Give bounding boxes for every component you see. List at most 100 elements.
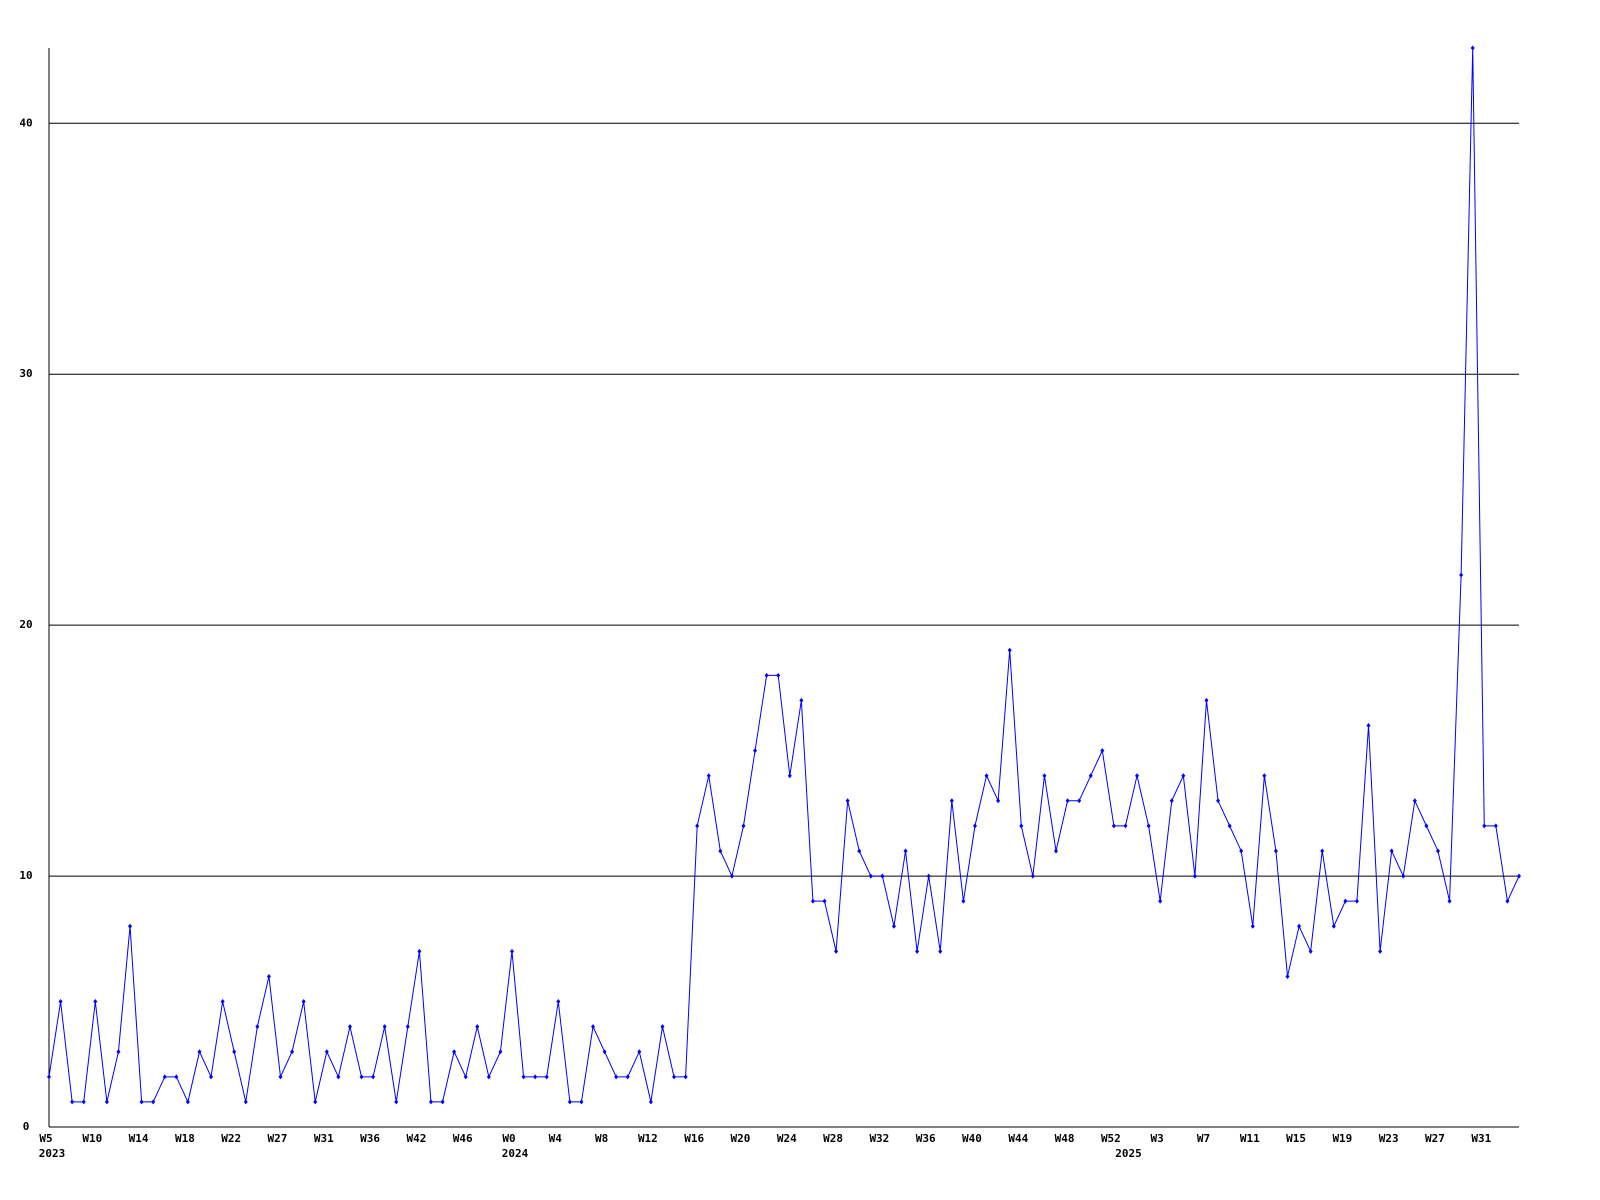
data-point [509, 948, 514, 954]
data-point [1204, 697, 1209, 703]
data-point [648, 1099, 653, 1105]
data-point [452, 1049, 457, 1055]
data-point [1459, 572, 1464, 578]
x-tick-label: W0 [502, 1132, 515, 1145]
data-point [185, 1099, 190, 1105]
data-point [209, 1074, 214, 1080]
data-point [1378, 948, 1383, 954]
x-tick-label: W48 [1055, 1132, 1075, 1145]
x-tick-label: W3 [1151, 1132, 1164, 1145]
data-point [891, 923, 896, 929]
data-point [938, 948, 943, 954]
data-point [278, 1074, 283, 1080]
data-point [1111, 823, 1116, 829]
data-point [915, 948, 920, 954]
x-tick-label: W27 [1425, 1132, 1445, 1145]
data-point [405, 1024, 410, 1030]
data-point [972, 823, 977, 829]
data-point [394, 1099, 399, 1105]
x-tick-label: W36 [916, 1132, 936, 1145]
data-point [1239, 848, 1244, 854]
x-tick-label: W8 [595, 1132, 608, 1145]
data-point [255, 1024, 260, 1030]
data-point [498, 1049, 503, 1055]
data-point [764, 672, 769, 678]
data-point [336, 1074, 341, 1080]
data-point [174, 1074, 179, 1080]
x-tick-label: W11 [1240, 1132, 1260, 1145]
data-point [1482, 823, 1487, 829]
data-point [1470, 45, 1475, 51]
data-point [290, 1049, 295, 1055]
data-point [1493, 823, 1498, 829]
data-point [243, 1099, 248, 1105]
data-point [58, 999, 63, 1005]
x-year-label: 2024 [502, 1147, 529, 1160]
data-point [1192, 873, 1197, 879]
data-point [776, 672, 781, 678]
x-tick-label: W32 [869, 1132, 889, 1145]
data-point [822, 898, 827, 904]
data-point [1250, 923, 1255, 929]
data-point [347, 1024, 352, 1030]
data-point [672, 1074, 677, 1080]
data-point [1285, 973, 1290, 979]
data-point [1273, 848, 1278, 854]
data-point [266, 973, 271, 979]
data-point [718, 848, 723, 854]
data-point [949, 798, 954, 804]
data-point [625, 1074, 630, 1080]
data-point [104, 1099, 109, 1105]
data-point [1169, 798, 1174, 804]
data-point [382, 1024, 387, 1030]
x-tick-label: W4 [549, 1132, 563, 1145]
data-point [741, 823, 746, 829]
data-point [567, 1099, 572, 1105]
data-point [1007, 647, 1012, 653]
y-tick-label: 30 [19, 367, 32, 380]
data-point [1077, 798, 1082, 804]
data-point [880, 873, 885, 879]
data-point [1505, 898, 1510, 904]
x-tick-label: W46 [453, 1132, 473, 1145]
data-point [428, 1099, 433, 1105]
x-tick-label: W40 [962, 1132, 982, 1145]
data-point [521, 1074, 526, 1080]
data-point [313, 1099, 318, 1105]
data-point [845, 798, 850, 804]
data-point [556, 999, 561, 1005]
x-tick-label: W22 [221, 1132, 241, 1145]
data-point [1447, 898, 1452, 904]
data-point [996, 798, 1001, 804]
data-point [197, 1049, 202, 1055]
data-point [220, 999, 225, 1005]
data-point [695, 823, 700, 829]
data-point [1331, 923, 1336, 929]
data-point [301, 999, 306, 1005]
data-point [1158, 898, 1163, 904]
x-tick-label: W44 [1008, 1132, 1028, 1145]
data-point [1088, 773, 1093, 779]
data-point [486, 1074, 491, 1080]
x-tick-label: W36 [360, 1132, 380, 1145]
data-point [93, 999, 98, 1005]
data-point [440, 1099, 445, 1105]
data-point [1424, 823, 1429, 829]
data-point [683, 1074, 688, 1080]
data-point [926, 873, 931, 879]
x-tick-label: W52 [1101, 1132, 1121, 1145]
data-point [533, 1074, 538, 1080]
data-point [544, 1074, 549, 1080]
x-tick-label: W15 [1286, 1132, 1306, 1145]
data-point [324, 1049, 329, 1055]
data-point [1030, 873, 1035, 879]
data-point [1401, 873, 1406, 879]
data-point [1054, 848, 1059, 854]
data-point [1123, 823, 1128, 829]
data-point [903, 848, 908, 854]
x-tick-label: W27 [268, 1132, 288, 1145]
data-point [1412, 798, 1417, 804]
data-point [47, 1074, 51, 1080]
